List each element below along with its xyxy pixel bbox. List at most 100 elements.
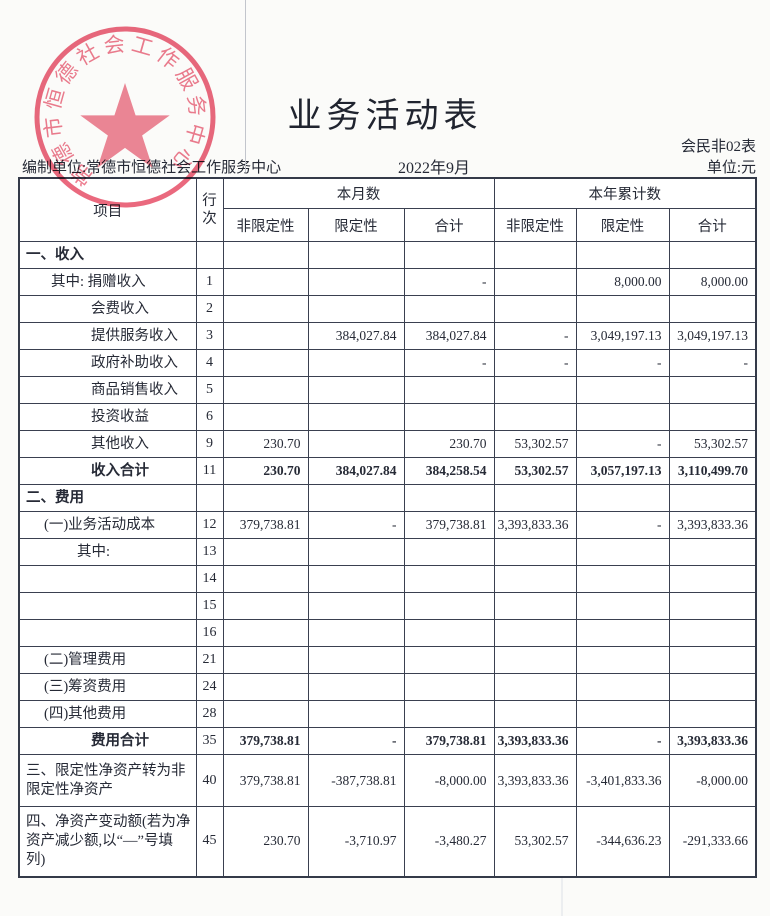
line-no-cell: 21 [195,646,224,674]
table-row: 三、限定性净资产转为非限定性净资产 40 379,738.81 -387,738… [18,754,757,807]
value-cell: 3,393,833.36 [493,727,577,755]
value-cell [222,592,309,620]
value-cell [575,673,670,701]
header-month-total: 合计 [403,208,495,242]
value-cell: 379,738.81 [222,754,309,807]
value-cell [575,376,670,404]
currency-unit-label: 单位:元 [706,160,756,176]
value-cell [493,646,577,674]
value-cell [307,376,405,404]
table-row: 其他收入 9 230.70 230.70 53,302.57 - 53,302.… [18,430,757,458]
value-cell [403,673,495,701]
value-cell: - [403,268,495,296]
value-cell [307,349,405,377]
value-cell [668,295,757,323]
value-cell [307,592,405,620]
line-no-cell: 4 [195,349,224,377]
value-cell: 3,057,197.13 [575,457,670,485]
value-cell [668,241,757,269]
value-cell [493,700,577,728]
value-cell [307,484,405,512]
table-row: (四)其他费用 28 [18,700,757,728]
value-cell: 3,049,197.13 [668,322,757,350]
value-cell [222,376,309,404]
value-cell [575,592,670,620]
value-cell [493,376,577,404]
header-year-unrestricted: 非限定性 [493,208,577,242]
line-no-cell: 5 [195,376,224,404]
line-no-cell: 14 [195,565,224,593]
table-row: (一)业务活动成本 12 379,738.81 - 379,738.81 3,3… [18,511,757,539]
value-cell [307,646,405,674]
value-cell: 3,393,833.36 [493,511,577,539]
value-cell [222,673,309,701]
value-cell [403,376,495,404]
value-cell [222,349,309,377]
value-cell [222,646,309,674]
row-label-cell: 会费收入 [18,295,197,323]
value-cell [668,673,757,701]
value-cell: 3,393,833.36 [668,511,757,539]
value-cell: 53,302.57 [493,806,577,877]
header-month-restricted: 限定性 [307,208,405,242]
value-cell: - [493,349,577,377]
row-label-cell: (二)管理费用 [18,646,197,674]
value-cell [668,565,757,593]
value-cell [307,538,405,566]
header-project: 项目 [18,177,197,242]
row-label-cell: 三、限定性净资产转为非限定性净资产 [18,754,197,807]
value-cell [403,484,495,512]
row-label-cell: 收入合计 [18,457,197,485]
table-row: 商品销售收入 5 [18,376,757,404]
value-cell: 384,027.84 [307,457,405,485]
table-row: 一、收入 [18,241,757,269]
table-row: 15 [18,592,757,620]
value-cell: 53,302.57 [668,430,757,458]
scan-artifact-line [561,878,563,916]
value-cell: - [403,349,495,377]
value-cell: - [575,430,670,458]
row-label-cell: (三)筹资费用 [18,673,197,701]
table-row: 二、费用 [18,484,757,512]
row-label-cell: 其他收入 [18,430,197,458]
value-cell [493,295,577,323]
table-row: (二)管理费用 21 [18,646,757,674]
line-no-cell: 11 [195,457,224,485]
prepared-by-label: 编制单位:常德市恒德社会工作服务中心 [22,160,282,176]
row-label-cell [18,619,197,647]
value-cell: 3,110,499.70 [668,457,757,485]
header-year-group: 本年累计数 [493,177,757,209]
row-label-cell: (四)其他费用 [18,700,197,728]
row-label-cell: 二、费用 [18,484,197,512]
value-cell: 230.70 [222,806,309,877]
header-year-total: 合计 [668,208,757,242]
value-cell: -3,480.27 [403,806,495,877]
value-cell: 379,738.81 [222,511,309,539]
line-no-cell: 28 [195,700,224,728]
table-row: 费用合计 35 379,738.81 - 379,738.81 3,393,83… [18,727,757,755]
value-cell [668,646,757,674]
line-no-cell: 1 [195,268,224,296]
value-cell: 3,393,833.36 [493,754,577,807]
value-cell: 384,027.84 [307,322,405,350]
value-cell: 3,049,197.13 [575,322,670,350]
row-label-cell: 四、净资产变动额(若为净资产减少额,以“—”号填列) [18,806,197,877]
value-cell [575,565,670,593]
value-cell [403,700,495,728]
value-cell [403,619,495,647]
table-row: 16 [18,619,757,647]
row-label-cell: 费用合计 [18,727,197,755]
row-label-cell [18,565,197,593]
value-cell [668,376,757,404]
value-cell [493,241,577,269]
value-cell: - [668,349,757,377]
value-cell [403,241,495,269]
value-cell: -3,401,833.36 [575,754,670,807]
table-row: (三)筹资费用 24 [18,673,757,701]
table-row: 收入合计 11 230.70 384,027.84 384,258.54 53,… [18,457,757,485]
value-cell [403,403,495,431]
value-cell [307,565,405,593]
value-cell: 230.70 [222,430,309,458]
value-cell [307,295,405,323]
